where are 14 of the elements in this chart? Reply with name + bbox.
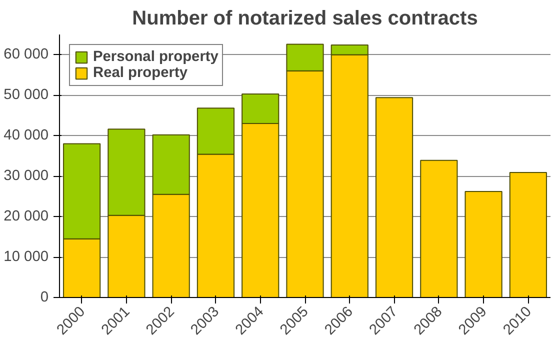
legend-label: Personal property [93,49,218,65]
y-tick-label: 50 000 [4,87,48,104]
bar [375,97,414,298]
y-tick-label: 0 [40,290,49,306]
y-tick-label: 30 000 [4,168,48,184]
y-tick-label: 10 000 [4,249,48,266]
chart-title: Number of notarized sales contracts [132,8,478,30]
legend-label: Real property [93,65,188,81]
y-tick-label: 20 000 [4,208,48,225]
bar [509,172,547,298]
y-tick-label: 60 000 [4,46,48,63]
bar [420,160,458,298]
bar [464,190,502,298]
y-tick-label: 40 000 [4,128,48,144]
